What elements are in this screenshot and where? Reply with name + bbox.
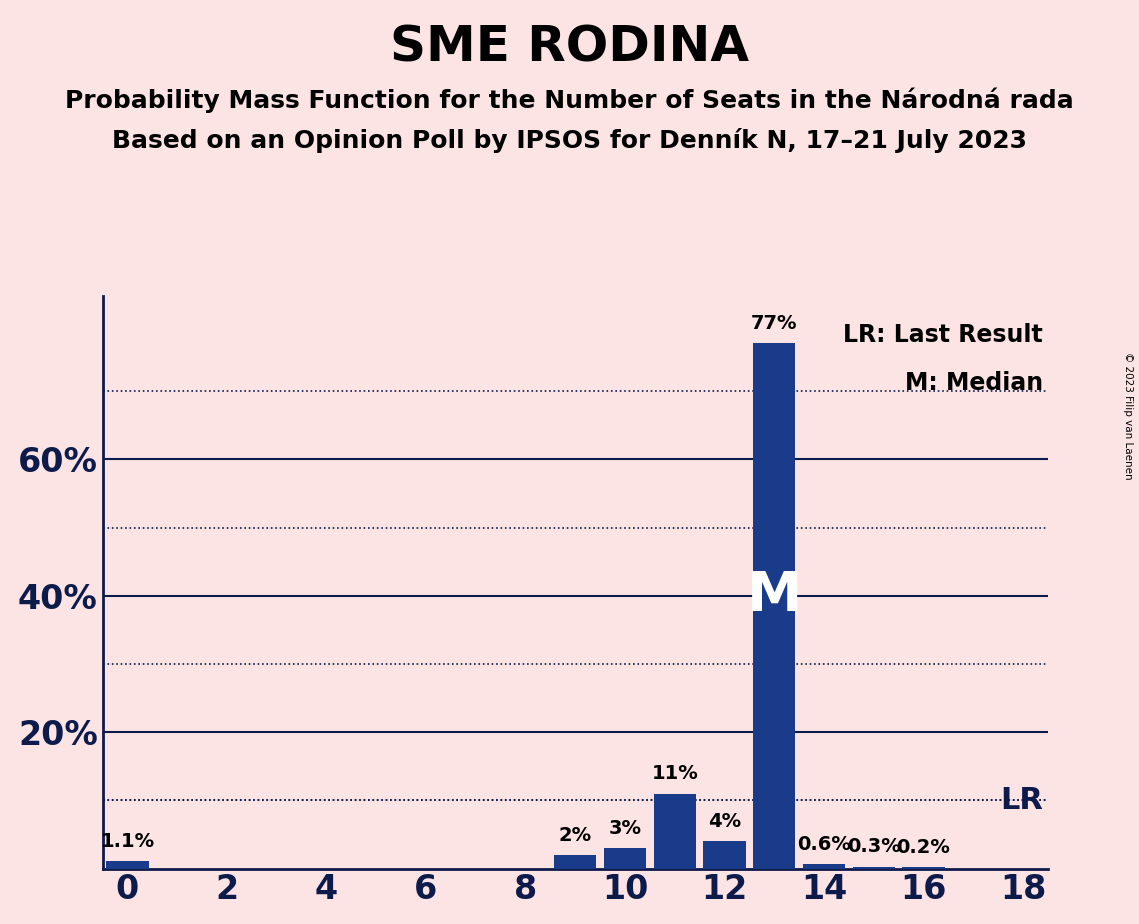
- Text: 0.6%: 0.6%: [797, 835, 851, 854]
- Bar: [604, 848, 646, 869]
- Bar: [853, 867, 895, 869]
- Text: SME RODINA: SME RODINA: [390, 23, 749, 71]
- Text: LR: LR: [1000, 785, 1043, 815]
- Text: 77%: 77%: [751, 314, 797, 334]
- Bar: [902, 868, 944, 869]
- Text: M: M: [746, 569, 802, 623]
- Bar: [654, 794, 696, 869]
- Bar: [753, 344, 795, 869]
- Bar: [703, 841, 746, 869]
- Bar: [803, 865, 845, 869]
- Text: © 2023 Filip van Laenen: © 2023 Filip van Laenen: [1123, 352, 1133, 480]
- Text: Based on an Opinion Poll by IPSOS for Denník N, 17–21 July 2023: Based on an Opinion Poll by IPSOS for De…: [112, 128, 1027, 152]
- Text: 1.1%: 1.1%: [100, 832, 155, 851]
- Text: 3%: 3%: [608, 819, 641, 838]
- Text: 4%: 4%: [708, 812, 741, 831]
- Text: 11%: 11%: [652, 764, 698, 784]
- Bar: [106, 861, 148, 869]
- Text: LR: Last Result: LR: Last Result: [843, 323, 1043, 346]
- Bar: [554, 855, 597, 869]
- Text: M: Median: M: Median: [904, 371, 1043, 395]
- Text: Probability Mass Function for the Number of Seats in the Národná rada: Probability Mass Function for the Number…: [65, 88, 1074, 114]
- Text: 0.2%: 0.2%: [896, 838, 950, 857]
- Text: 0.3%: 0.3%: [847, 837, 901, 857]
- Text: 2%: 2%: [558, 826, 592, 845]
